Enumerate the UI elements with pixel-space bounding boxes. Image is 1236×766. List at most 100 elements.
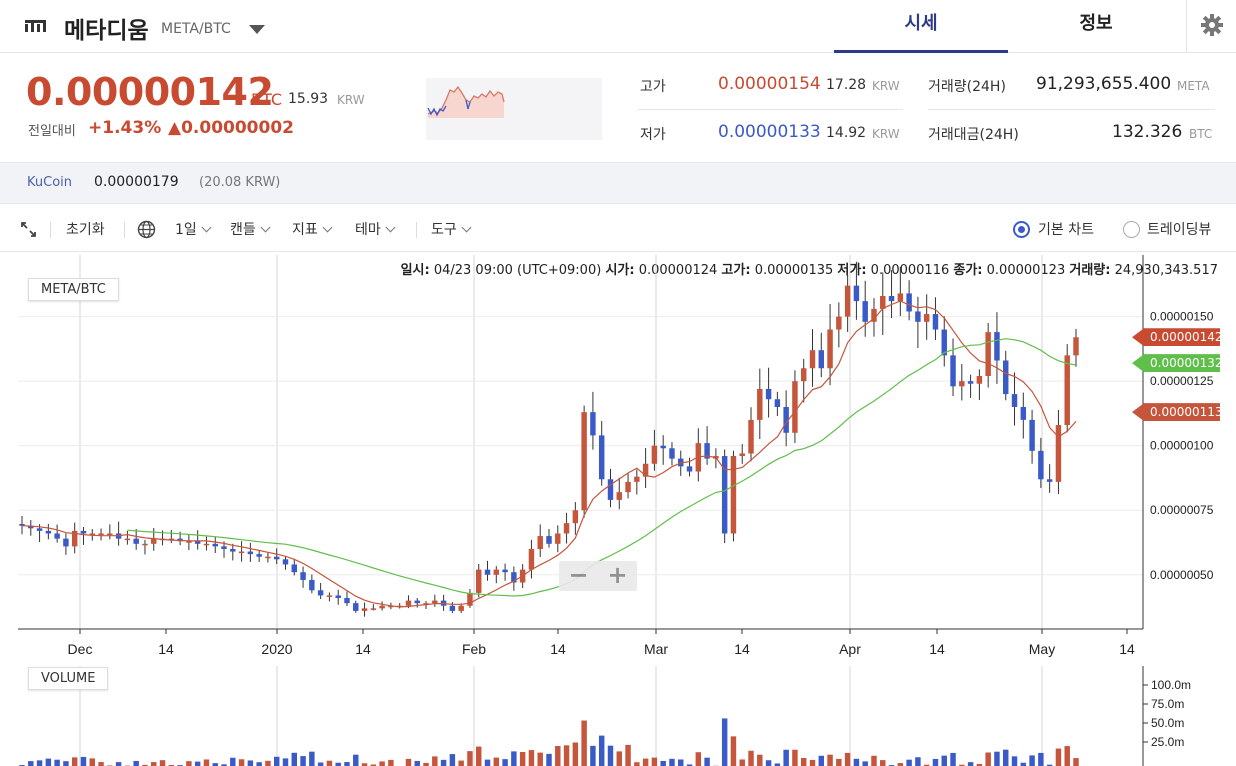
volume-bar <box>194 761 201 766</box>
gear-icon[interactable] <box>1186 0 1236 53</box>
candle-body <box>265 556 271 559</box>
candle-body <box>581 412 587 511</box>
exchange-krw: (20.08 KRW) <box>199 175 281 190</box>
volume-bar <box>651 757 658 766</box>
tradingview-radio[interactable] <box>1123 221 1140 238</box>
candle-body <box>194 541 201 544</box>
candle-dropdown[interactable]: 캔들 <box>230 219 271 239</box>
basic-chart-label[interactable]: 기본 차트 <box>1038 222 1094 238</box>
current-price: 0.00000142 <box>26 70 274 114</box>
low-label: 저가 <box>640 127 666 143</box>
volume-bar <box>686 764 693 766</box>
volume-bar <box>317 762 324 766</box>
theme-dropdown[interactable]: 테마 <box>355 219 396 239</box>
candle-body <box>546 536 552 544</box>
candle-body <box>414 600 420 604</box>
interval-label: 1일 <box>175 222 197 238</box>
volume-bar <box>915 757 921 766</box>
candle-body <box>748 419 754 454</box>
candle-body <box>818 350 825 369</box>
price-chart[interactable]: 0.00000150 0.00000125 0.00000100 0.00000075… <box>0 253 1236 766</box>
candle-body <box>783 406 789 433</box>
top-header: 메타디움 META/BTC 시세 정보 <box>0 0 1236 53</box>
chart-toolbar: 초기화 1일 캔들 지표 테마 도구 기본 차트 트레이딩뷰 <box>0 205 1236 252</box>
candle-body <box>809 350 816 369</box>
candle-body <box>186 541 192 543</box>
candle-body <box>107 533 113 535</box>
candle-body <box>317 590 324 596</box>
vol-label: 거래량: <box>1069 263 1111 278</box>
volume-unit: META <box>1177 79 1210 93</box>
volume-bar <box>941 755 947 766</box>
volume-bar <box>765 760 772 766</box>
volume-bar <box>54 759 60 766</box>
ohlc-low-value: 0.00000116 <box>870 263 950 278</box>
theme-label: 테마 <box>355 222 381 238</box>
tradingview-label[interactable]: 트레이딩뷰 <box>1147 222 1212 238</box>
volume-bar <box>1020 762 1027 766</box>
volume-bar <box>695 752 702 766</box>
candle-body <box>273 556 280 560</box>
candle-body <box>1073 337 1079 356</box>
basic-chart-radio[interactable] <box>1013 221 1030 238</box>
candle-body <box>36 528 43 531</box>
expand-icon[interactable] <box>20 221 37 238</box>
volume-bar <box>256 762 262 766</box>
volume-bar <box>678 759 684 766</box>
candle-body <box>203 543 210 546</box>
volume-bar <box>1073 758 1079 766</box>
candle-body <box>432 600 438 604</box>
y-tick-label: 0.00000100 <box>1150 439 1214 453</box>
candle-body <box>757 388 763 420</box>
volume-bar <box>844 752 851 766</box>
chevron-down-icon[interactable] <box>249 25 265 34</box>
volume-tick-label: 100.0m <box>1151 678 1191 692</box>
candle-body <box>45 530 52 534</box>
candle-body <box>704 443 710 459</box>
candle-body <box>774 399 781 407</box>
zoom-out-button[interactable]: − <box>568 561 589 589</box>
interval-dropdown[interactable]: 1일 <box>175 219 212 239</box>
candle-body <box>151 538 157 544</box>
y-tick-label: 0.00000075 <box>1150 503 1214 517</box>
x-tick-label: 14 <box>355 641 371 657</box>
globe-icon[interactable] <box>137 220 156 239</box>
volume-bar <box>1055 748 1062 766</box>
volume-bar <box>379 761 385 766</box>
tab-info[interactable]: 정보 <box>1079 13 1113 34</box>
volume-bar <box>80 756 87 766</box>
high-value: 0.00000154 <box>718 74 821 94</box>
tools-label: 도구 <box>431 222 457 238</box>
low-value: 0.00000133 <box>718 122 821 142</box>
candle-body <box>282 559 289 565</box>
zoom-in-button[interactable]: + <box>607 561 628 589</box>
candle-body <box>247 551 254 555</box>
x-tick-label: 2020 <box>261 641 292 657</box>
ohlc-info: 일시: 04/23 09:00 (UTC+09:00) 시가: 0.000001… <box>401 259 1218 278</box>
exchange-name[interactable]: KuCoin <box>27 175 72 190</box>
open-label: 시가: <box>605 263 635 278</box>
volume-bar <box>967 762 974 766</box>
candle-body <box>607 479 614 500</box>
candle-body <box>388 605 394 608</box>
candle-body <box>238 551 245 554</box>
volume-bar <box>476 746 482 766</box>
volume-bar <box>748 750 754 766</box>
change-percent: +1.43% <box>88 118 162 138</box>
amount-value: 132.326 <box>1112 122 1183 142</box>
volume-bar <box>897 763 904 766</box>
tools-dropdown[interactable]: 도구 <box>431 219 472 239</box>
ohlc-low-label: 저가: <box>837 263 867 278</box>
volume-bar <box>1046 764 1053 766</box>
volume-bar <box>669 758 675 766</box>
candle-body <box>142 543 148 546</box>
volume-bar <box>1064 746 1070 766</box>
volume-bar <box>63 761 69 766</box>
reset-button[interactable]: 초기화 <box>66 222 105 238</box>
volume-bar <box>423 762 429 766</box>
candle-body <box>642 463 649 477</box>
candle-body <box>1029 419 1035 451</box>
indicator-dropdown[interactable]: 지표 <box>292 219 333 239</box>
tab-market[interactable]: 시세 <box>834 0 1008 53</box>
candle-body <box>906 293 912 312</box>
